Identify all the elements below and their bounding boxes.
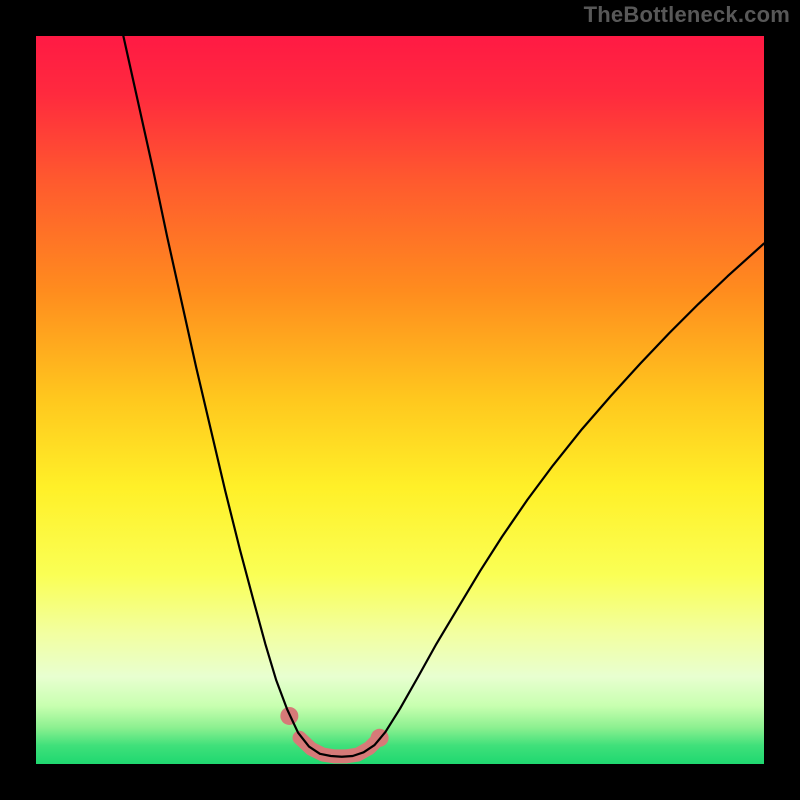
bottleneck-chart: TheBottleneck.com	[0, 0, 800, 800]
watermark-text: TheBottleneck.com	[584, 2, 790, 28]
chart-plot-bg	[36, 36, 764, 764]
chart-svg	[0, 0, 800, 800]
